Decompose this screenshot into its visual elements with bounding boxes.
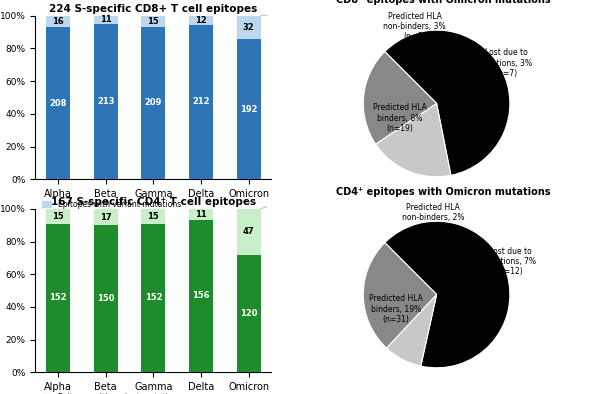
Bar <box>94 209 117 225</box>
Text: Predicted HLA
non-binders, 3%
(n=6): Predicted HLA non-binders, 3% (n=6) <box>384 11 446 41</box>
Bar <box>46 209 70 223</box>
Legend: Epitopes with variant mutations, Epitopes without variant mutations: Epitopes with variant mutations, Epitope… <box>39 390 196 394</box>
Text: 152: 152 <box>145 294 162 303</box>
Text: 16: 16 <box>52 17 64 26</box>
Bar <box>142 16 165 27</box>
Wedge shape <box>363 243 437 348</box>
Bar <box>189 219 213 372</box>
Bar <box>142 223 165 372</box>
Text: 12: 12 <box>195 16 207 25</box>
Text: 15: 15 <box>148 212 159 221</box>
Wedge shape <box>376 104 451 177</box>
Text: 208: 208 <box>50 99 67 108</box>
Bar <box>46 28 70 179</box>
Bar <box>237 16 261 39</box>
Text: 32: 32 <box>243 23 254 32</box>
Text: 152: 152 <box>49 294 67 303</box>
Title: 167 S-specific CD4⁺ T cell epitopes: 167 S-specific CD4⁺ T cell epitopes <box>51 197 256 207</box>
Legend: Epitopes with variant mutations, Epitopes without variant mutations: Epitopes with variant mutations, Epitope… <box>39 197 196 225</box>
Text: Predicted HLA
binders, 19%
(n=31): Predicted HLA binders, 19% (n=31) <box>369 294 423 324</box>
Text: 150: 150 <box>97 294 114 303</box>
Bar <box>94 225 117 372</box>
Text: Predicted HLA
non-binders, 2%
(n=4): Predicted HLA non-binders, 2% (n=4) <box>402 203 464 232</box>
Bar <box>46 223 70 372</box>
Title: 224 S-specific CD8+ T cell epitopes: 224 S-specific CD8+ T cell epitopes <box>50 4 257 14</box>
Text: 192: 192 <box>240 105 257 114</box>
Text: 212: 212 <box>192 97 210 106</box>
Text: 47: 47 <box>243 227 254 236</box>
Text: Predicted HLA
binders, 8%
(n=19): Predicted HLA binders, 8% (n=19) <box>373 103 427 133</box>
Bar <box>94 16 117 24</box>
Bar <box>46 16 70 28</box>
Bar <box>237 209 261 255</box>
Text: 156: 156 <box>192 292 210 301</box>
Bar <box>237 39 261 179</box>
Bar <box>94 24 117 179</box>
Text: 15: 15 <box>52 212 64 221</box>
Text: 213: 213 <box>97 97 114 106</box>
Wedge shape <box>385 221 510 368</box>
Bar <box>189 16 213 24</box>
Text: CD8⁺ epitopes with Omicron mutations: CD8⁺ epitopes with Omicron mutations <box>336 0 550 6</box>
Text: Lost due to
deletions, 7%
(n=12): Lost due to deletions, 7% (n=12) <box>484 247 536 277</box>
Text: Lost due to
deletions, 3%
(n=7): Lost due to deletions, 3% (n=7) <box>480 48 532 78</box>
Wedge shape <box>385 30 510 175</box>
Text: 120: 120 <box>240 309 257 318</box>
Bar <box>189 24 213 179</box>
Text: 11: 11 <box>100 15 112 24</box>
Bar <box>189 209 213 219</box>
Text: 11: 11 <box>195 210 207 219</box>
Text: CD4⁺ epitopes with Omicron mutations: CD4⁺ epitopes with Omicron mutations <box>336 187 550 197</box>
Text: 209: 209 <box>145 98 162 108</box>
Wedge shape <box>386 295 437 366</box>
Text: 17: 17 <box>100 213 112 222</box>
Bar <box>142 27 165 179</box>
Text: 15: 15 <box>148 17 159 26</box>
Wedge shape <box>363 52 437 144</box>
Bar <box>142 209 165 223</box>
Bar <box>237 255 261 372</box>
